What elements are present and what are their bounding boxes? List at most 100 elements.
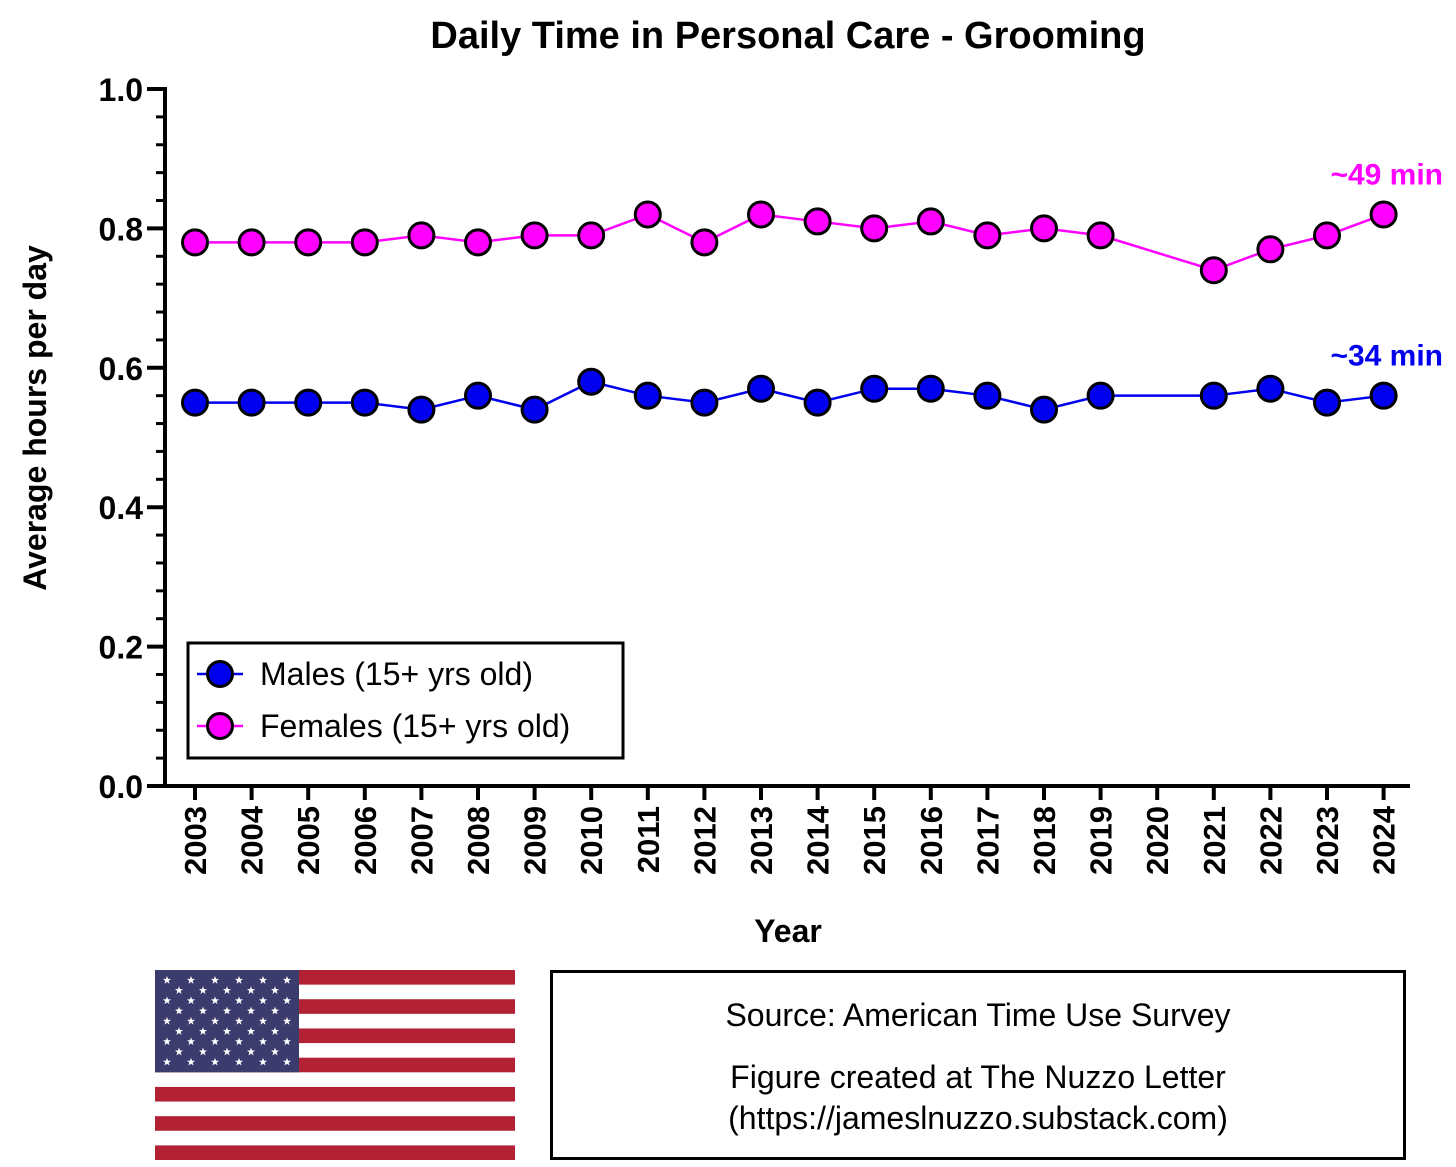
flag-star: [270, 986, 280, 994]
data-point: [803, 388, 832, 417]
legend-marker: [206, 660, 234, 688]
data-point: [916, 207, 945, 236]
data-point: [860, 374, 889, 403]
flag-star: [258, 1057, 268, 1066]
data-point: [1369, 381, 1398, 410]
url-text: (https://jameslnuzzo.substack.com): [728, 1100, 1228, 1136]
data-point: [1313, 388, 1341, 417]
flag-star: [162, 975, 172, 984]
x-tick-label: 2024: [1367, 805, 1402, 875]
x-tick-label: 2023: [1310, 806, 1345, 875]
data-point: [916, 374, 945, 403]
x-tick-label: 2009: [518, 806, 553, 875]
flag-star: [222, 1047, 232, 1056]
flag-star: [258, 1037, 268, 1046]
line-chart: Daily Time in Personal Care - Grooming A…: [17, 15, 1443, 949]
data-point: [294, 228, 323, 257]
flag-star: [270, 1006, 280, 1015]
data-point: [1369, 200, 1398, 229]
flag-star: [174, 1027, 184, 1035]
data-point: [973, 381, 1002, 410]
flag-canton: [155, 970, 299, 1073]
flag-star: [258, 996, 268, 1005]
flag-star: [222, 1006, 232, 1015]
data-point: [577, 221, 606, 250]
data-point: [803, 207, 832, 236]
flag-star: [222, 1027, 232, 1035]
flag-star: [222, 986, 232, 994]
series-end-label: ~34 min: [1330, 340, 1443, 373]
flag-star: [258, 1016, 268, 1025]
data-point: [1086, 381, 1115, 410]
series-layer: [181, 200, 1398, 424]
flag-star: [162, 996, 172, 1005]
data-point: [1199, 381, 1228, 410]
data-point: [350, 388, 379, 417]
source-box: Source: American Time Use Survey Figure …: [550, 970, 1406, 1160]
legend-marker: [206, 712, 234, 740]
x-tick-label: 2008: [461, 806, 496, 875]
x-tick-label: 2021: [1197, 806, 1232, 875]
flag-star: [186, 1057, 196, 1066]
x-tick-label: 2016: [914, 806, 949, 875]
data-point: [747, 374, 775, 403]
x-tick-label: 2020: [1140, 806, 1175, 875]
data-point: [1199, 256, 1228, 285]
data-point: [1313, 221, 1341, 250]
x-tick-label: 2011: [631, 806, 666, 873]
flag-star: [210, 996, 220, 1005]
data-point: [237, 388, 266, 417]
data-point: [350, 228, 379, 257]
chart-title: Daily Time in Personal Care - Grooming: [430, 15, 1145, 57]
credit-text: Figure created at The Nuzzo Letter: [730, 1059, 1226, 1095]
x-tick-label: 2007: [404, 806, 439, 875]
flag-star: [210, 1037, 220, 1046]
flag-star: [186, 996, 196, 1005]
flag-star: [234, 996, 244, 1005]
x-tick-label: 2003: [178, 806, 213, 875]
x-tick-label: 2015: [857, 806, 892, 875]
flag-star: [210, 1016, 220, 1025]
y-tick-label: 1.0: [99, 72, 143, 108]
flag-star: [174, 1006, 184, 1015]
y-tick-label: 0.8: [99, 211, 143, 247]
flag-star: [282, 1037, 292, 1046]
x-tick-label: 2018: [1027, 806, 1062, 875]
legend-label: Females (15+ yrs old): [260, 708, 570, 744]
data-point: [520, 221, 549, 250]
data-point: [520, 395, 549, 424]
y-axis-label: Average hours per day: [17, 245, 53, 591]
y-tick-label: 0.2: [99, 630, 143, 666]
flag-star: [270, 1047, 280, 1056]
x-tick-label: 2005: [291, 806, 326, 875]
data-point: [237, 228, 266, 257]
data-point: [464, 228, 492, 257]
legend: Males (15+ yrs old) Females (15+ yrs old): [186, 641, 625, 760]
flag-star: [162, 1037, 172, 1046]
data-point: [690, 228, 719, 257]
flag-star: [198, 1027, 208, 1035]
data-point: [1086, 221, 1115, 250]
legend-label: Males (15+ yrs old): [260, 656, 533, 692]
flag-star: [282, 1016, 292, 1025]
x-tick-label: 2013: [744, 806, 779, 875]
x-tick-label: 2019: [1084, 806, 1119, 875]
flag-star: [282, 1057, 292, 1066]
flag-star: [162, 1016, 172, 1025]
data-point: [1256, 374, 1285, 403]
flag-star: [282, 975, 292, 984]
legend-box: [186, 641, 625, 760]
flag-star: [198, 986, 208, 994]
data-point: [181, 228, 209, 257]
y-tick-label: 0.0: [99, 769, 143, 805]
united-states-flag: [155, 970, 515, 1160]
flag-stripe: [155, 1116, 515, 1131]
flag-star: [210, 975, 220, 984]
x-axis-label: Year: [754, 913, 822, 949]
flag-star: [282, 996, 292, 1005]
x-tick-label: 2017: [970, 806, 1005, 875]
flag-star: [186, 1016, 196, 1025]
flag-star: [258, 975, 268, 984]
flag-star: [246, 1047, 256, 1056]
flag-star: [198, 1047, 208, 1056]
